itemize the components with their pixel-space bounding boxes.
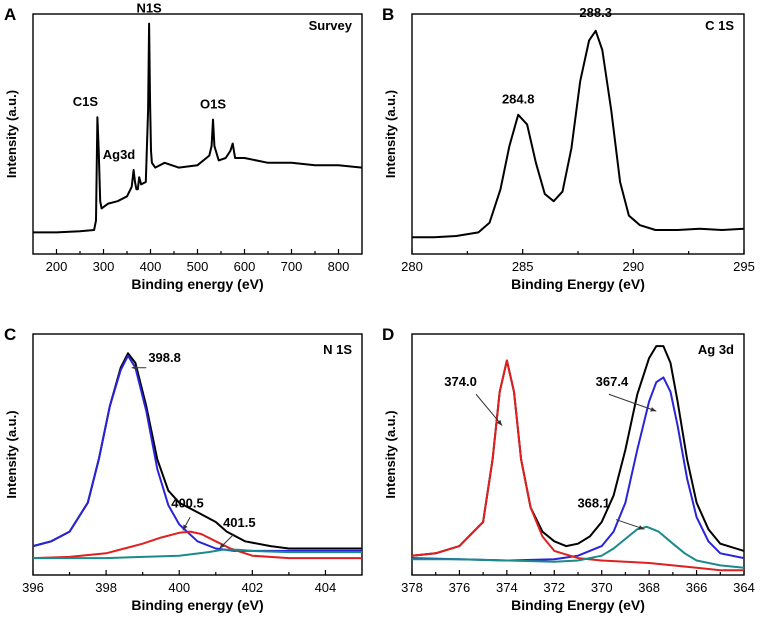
y-axis-label: Intensity (a.u.) [383,90,398,178]
panel-letter: D [382,325,394,344]
annotation-arrowhead [496,419,503,426]
panel-title: C 1S [705,18,734,33]
x-tick-label: 366 [686,580,708,595]
annotation-arrow [608,393,657,412]
peak-label: Ag3d [103,147,136,162]
x-tick-label: 378 [401,580,423,595]
annotation-arrowhead [131,365,138,371]
series-398-8-component [32,354,362,552]
x-tick-label: 700 [281,259,303,274]
plot-frame [411,13,745,255]
plot-frame [32,13,363,255]
y-axis-label: Intensity (a.u.) [4,90,19,178]
series-envelope [32,352,362,550]
panel-title: Survey [309,18,353,33]
series-368-1-component [412,525,745,569]
peak-label: 401.5 [223,515,256,530]
plot-frame [32,333,363,576]
annotation-arrow [475,393,503,426]
x-tick-label: 500 [187,259,209,274]
x-tick-label: 370 [591,580,613,595]
peak-label: 288.3 [579,5,612,20]
x-axis-label: Binding energy (eV) [131,597,263,613]
x-tick-label: 800 [328,259,350,274]
panel-title: Ag 3d [698,342,734,357]
peak-label: 367.4 [596,374,629,389]
x-tick-label: 404 [315,580,337,595]
panel-c: 396 398 400 402 404 398.8 400.5 401.5 N 1S C Bindi… [4,325,363,613]
panel-letter: A [4,5,16,24]
series-374-0-component [411,359,744,572]
y-axis-label: Intensity (a.u.) [4,410,19,498]
x-tick-label: 368 [638,580,660,595]
x-tick-label: 600 [234,259,256,274]
x-tick-label: 372 [543,580,565,595]
x-axis-label: Binding energy (eV) [131,276,263,292]
series-401-5-component [33,548,362,560]
series-survey [33,22,363,234]
annotation-arrowhead [219,542,226,549]
panel-b: 280 285 290 295 284.8 288.3 C 1S B Binding Energ… [382,5,755,292]
x-tick-label: 402 [241,580,263,595]
x-tick-label: 280 [401,259,423,274]
annotation-arrowhead [638,525,645,530]
panel-letter: C [4,325,16,344]
panel-title: N 1S [323,342,352,357]
x-tick-label: 285 [512,259,534,274]
peak-label: 400.5 [171,496,204,511]
x-tick-label: 300 [93,259,115,274]
x-tick-label: 398 [95,580,117,595]
panel-a: 200 300 400 500 600 700 800 C1S Ag3d N1S O1S Survey… [4,0,363,292]
annotation-arrowhead [650,407,657,412]
x-tick-label: 200 [46,259,68,274]
x-axis-label: Binding Energy (eV) [511,276,645,292]
x-tick-label: 396 [22,580,44,595]
peak-label: 374.0 [444,374,477,389]
x-axis-label: Binding Energy (eV) [511,597,645,613]
x-tick-label: 374 [496,580,518,595]
series-c-1s [412,29,745,239]
panel-letter: B [382,5,394,24]
peak-label: O1S [200,96,226,111]
panel-d: 378 376 374 372 370 368 366 364 374.0 367.4 368.1 A… [382,325,755,613]
x-tick-label: 295 [733,259,755,274]
plot-frame [411,333,745,576]
x-tick-label: 400 [140,259,162,274]
peak-label: N1S [136,0,162,15]
x-tick-label: 364 [733,580,755,595]
x-tick-label: 400 [168,580,190,595]
y-axis-label: Intensity (a.u.) [383,410,398,498]
peak-label: C1S [73,94,99,109]
series-400-5-component [32,530,362,560]
x-tick-label: 290 [622,259,644,274]
peak-label: 284.8 [502,92,535,107]
x-tick-label: 376 [449,580,471,595]
peak-label: 368.1 [577,496,610,511]
peak-label: 398.8 [148,350,181,365]
annotation-arrowhead [182,524,188,531]
series-367-4-component [411,376,745,562]
